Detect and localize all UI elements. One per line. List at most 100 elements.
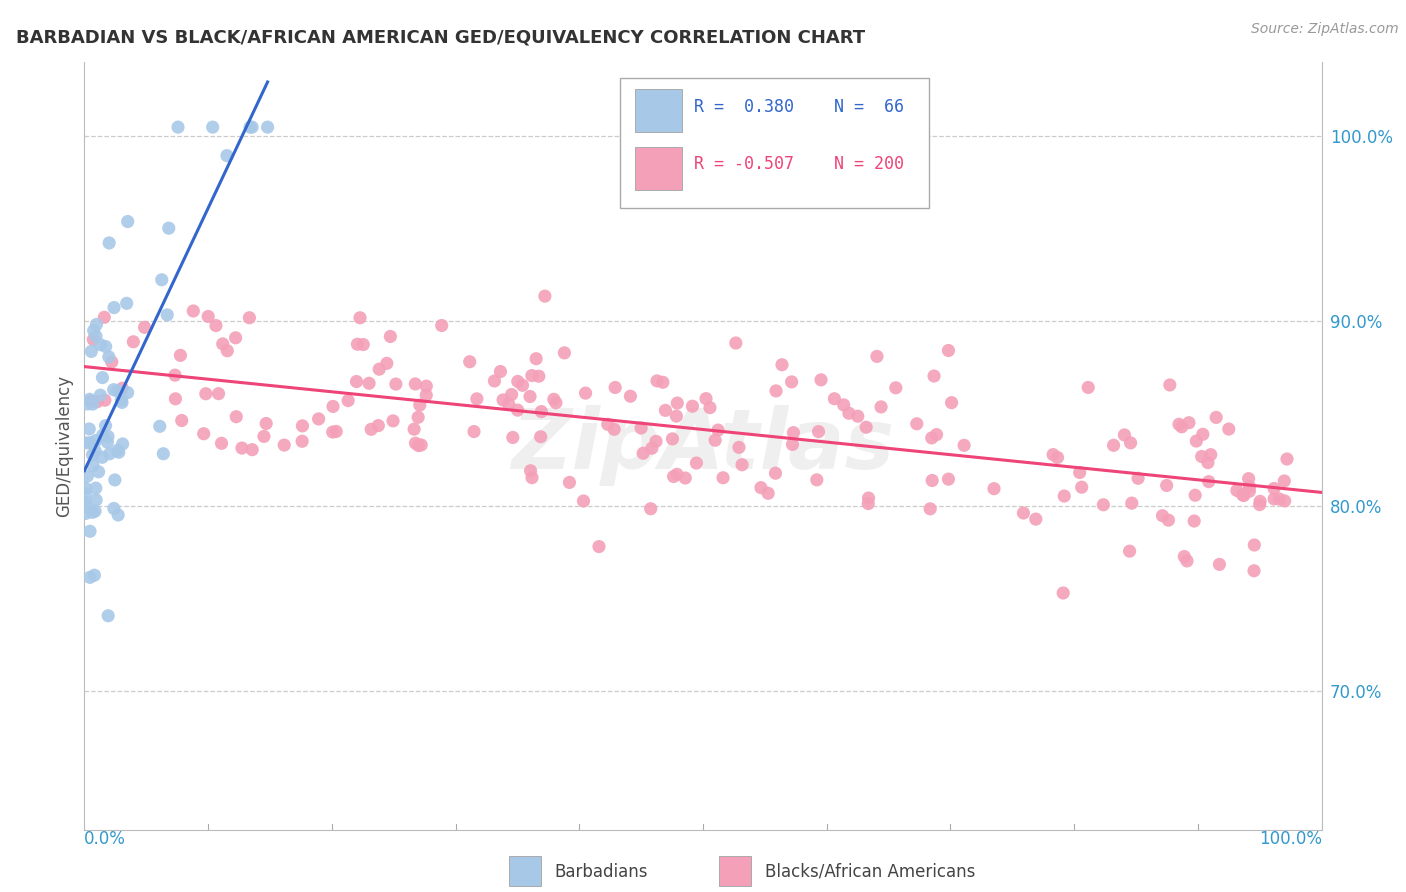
Point	[588, 540, 610, 554]
Text: 0.0%: 0.0%	[84, 830, 127, 847]
Point	[98, 447, 121, 461]
Point	[94, 340, 117, 354]
Point	[1042, 448, 1064, 462]
Point	[75, 481, 97, 495]
Point	[215, 148, 238, 162]
Point	[89, 337, 111, 351]
Point	[337, 393, 360, 408]
Point	[291, 418, 314, 433]
Point	[349, 310, 371, 325]
Point	[1191, 450, 1213, 464]
Point	[104, 473, 127, 487]
Point	[193, 426, 215, 441]
Point	[291, 434, 314, 449]
Point	[240, 120, 263, 135]
Point	[458, 355, 481, 369]
Point	[1157, 513, 1180, 527]
Point	[75, 496, 97, 510]
Point	[1263, 482, 1285, 496]
Point	[76, 469, 98, 483]
Point	[1170, 420, 1192, 434]
Point	[1199, 448, 1222, 462]
Point	[107, 508, 129, 522]
Point	[1069, 466, 1091, 480]
Point	[80, 344, 103, 359]
Point	[108, 385, 131, 400]
Text: BARBADIAN VS BLACK/AFRICAN AMERICAN GED/EQUIVALENCY CORRELATION CHART: BARBADIAN VS BLACK/AFRICAN AMERICAN GED/…	[17, 29, 866, 47]
Point	[1218, 422, 1240, 436]
Text: R =  0.380    N =  66: R = 0.380 N = 66	[695, 98, 904, 116]
Point	[86, 394, 108, 409]
Point	[1182, 514, 1205, 528]
Point	[749, 481, 772, 495]
Point	[665, 467, 688, 482]
Point	[1121, 496, 1143, 510]
Point	[117, 214, 139, 228]
Point	[920, 501, 942, 516]
FancyBboxPatch shape	[718, 855, 751, 887]
Point	[111, 437, 134, 451]
Point	[82, 333, 104, 347]
Point	[308, 412, 330, 426]
Point	[1077, 380, 1099, 394]
Point	[1208, 558, 1230, 572]
Point	[543, 392, 565, 407]
Point	[76, 397, 98, 411]
Point	[430, 318, 453, 333]
Point	[782, 425, 804, 440]
Point	[866, 350, 889, 364]
Point	[1053, 489, 1076, 503]
Point	[111, 381, 134, 395]
Point	[79, 570, 101, 584]
Point	[1275, 452, 1298, 467]
Point	[75, 500, 97, 514]
Point	[832, 398, 855, 412]
Point	[558, 475, 581, 490]
Point	[782, 437, 804, 451]
Point	[810, 373, 832, 387]
Point	[484, 374, 506, 388]
Point	[239, 120, 262, 135]
Point	[194, 386, 217, 401]
Point	[75, 507, 97, 521]
Point	[406, 410, 429, 425]
Point	[938, 472, 960, 486]
Point	[408, 438, 430, 452]
Point	[254, 417, 277, 431]
Point	[150, 273, 173, 287]
Point	[756, 486, 779, 500]
Point	[524, 351, 547, 366]
Point	[149, 419, 172, 434]
FancyBboxPatch shape	[509, 855, 541, 887]
Point	[380, 329, 402, 343]
Text: R = -0.507    N = 200: R = -0.507 N = 200	[695, 155, 904, 173]
Point	[84, 504, 107, 518]
Point	[530, 430, 553, 444]
Point	[780, 375, 803, 389]
Point	[225, 331, 247, 345]
Point	[605, 380, 627, 394]
Point	[107, 384, 129, 398]
Point	[89, 388, 111, 402]
Point	[240, 442, 263, 457]
Point	[107, 443, 129, 458]
Point	[661, 432, 683, 446]
Point	[84, 434, 107, 448]
Point	[654, 403, 676, 417]
Point	[163, 368, 186, 383]
Point	[256, 120, 278, 135]
Point	[134, 320, 156, 334]
Point	[921, 474, 943, 488]
Point	[405, 436, 427, 450]
Point	[651, 376, 673, 390]
Point	[765, 466, 787, 480]
Point	[207, 386, 229, 401]
Text: Source: ZipAtlas.com: Source: ZipAtlas.com	[1251, 22, 1399, 37]
Point	[79, 524, 101, 539]
Point	[211, 436, 233, 450]
Point	[83, 324, 105, 338]
Point	[1185, 434, 1208, 448]
Point	[640, 501, 662, 516]
Point	[225, 409, 247, 424]
Point	[1243, 564, 1265, 578]
